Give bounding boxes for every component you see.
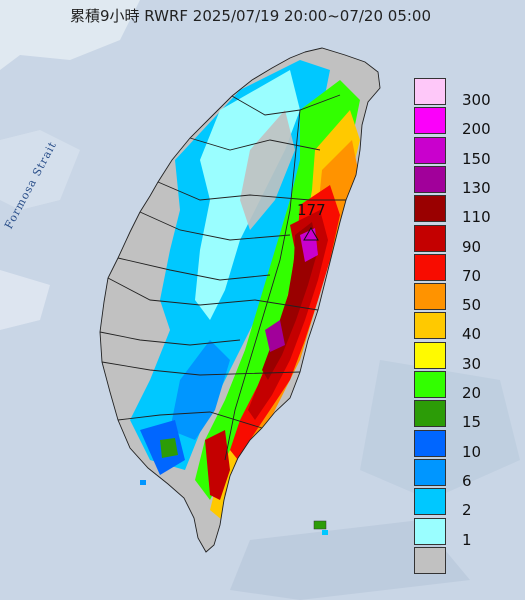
legend-swatch <box>414 195 446 223</box>
legend-label: 6 <box>462 471 472 490</box>
legend-swatch <box>414 458 446 486</box>
county-boundaries <box>99 47 381 553</box>
legend-row: 30 <box>412 341 520 373</box>
legend-row <box>412 546 520 574</box>
legend-row: 15 <box>412 400 520 431</box>
legend-swatch <box>414 429 446 457</box>
legend-label: 10 <box>462 442 482 461</box>
cloud-texture <box>230 520 470 600</box>
legend-label: 1 <box>462 530 472 549</box>
legend-swatch <box>414 283 446 311</box>
legend-row: 1 <box>412 517 520 549</box>
legend-row: 50 <box>412 283 520 314</box>
peak-value-label: 177 <box>297 201 326 219</box>
legend-label: 2 <box>462 501 472 520</box>
legend-label: 50 <box>462 296 482 315</box>
liuqiu-island <box>140 480 146 485</box>
legend-label: 20 <box>462 384 482 402</box>
legend-row: 90 <box>412 224 520 256</box>
legend-row: 40 <box>412 312 520 343</box>
cloud-texture <box>0 0 140 70</box>
orchid-island <box>322 530 328 535</box>
green-island <box>313 520 327 530</box>
legend-row: 110 <box>412 195 520 226</box>
legend-swatch <box>414 488 446 516</box>
legend-swatch <box>414 517 446 545</box>
legend-row: 130 <box>412 165 520 197</box>
legend-label: 130 <box>462 178 491 197</box>
legend-swatch <box>414 253 446 281</box>
legend-swatch <box>414 78 446 105</box>
legend-swatch <box>414 107 446 135</box>
legend-swatch <box>414 224 446 252</box>
legend-row: 2 <box>412 488 520 519</box>
legend-row: 20 <box>412 371 520 402</box>
legend-label: 90 <box>462 237 482 256</box>
legend-swatch <box>414 136 446 164</box>
peak-marker-icon <box>303 227 319 241</box>
legend-row: 10 <box>412 429 520 461</box>
map-title: 累積9小時 RWRF 2025/07/19 20:00~07/20 05:00 <box>70 7 432 25</box>
legend-swatch <box>414 341 446 369</box>
legend-label: 15 <box>462 413 482 432</box>
legend-label: 110 <box>462 208 491 227</box>
cloud-texture <box>0 270 50 330</box>
cloud-texture <box>0 130 80 210</box>
legend-label: 30 <box>462 354 482 373</box>
legend-label: 70 <box>462 266 482 285</box>
legend-row: 200 <box>412 107 520 138</box>
legend-swatch <box>414 165 446 193</box>
legend-swatch <box>414 546 446 574</box>
legend-row: 300 <box>412 78 520 109</box>
legend-swatch <box>414 371 446 398</box>
legend-row: 70 <box>412 253 520 285</box>
legend-label: 300 <box>462 91 491 109</box>
legend-label: 200 <box>462 120 491 139</box>
legend-swatch <box>414 312 446 340</box>
legend-label: 150 <box>462 149 491 168</box>
legend-label: 40 <box>462 325 482 344</box>
legend-swatch <box>414 400 446 428</box>
legend-row: 6 <box>412 458 520 490</box>
legend-row: 150 <box>412 136 520 168</box>
